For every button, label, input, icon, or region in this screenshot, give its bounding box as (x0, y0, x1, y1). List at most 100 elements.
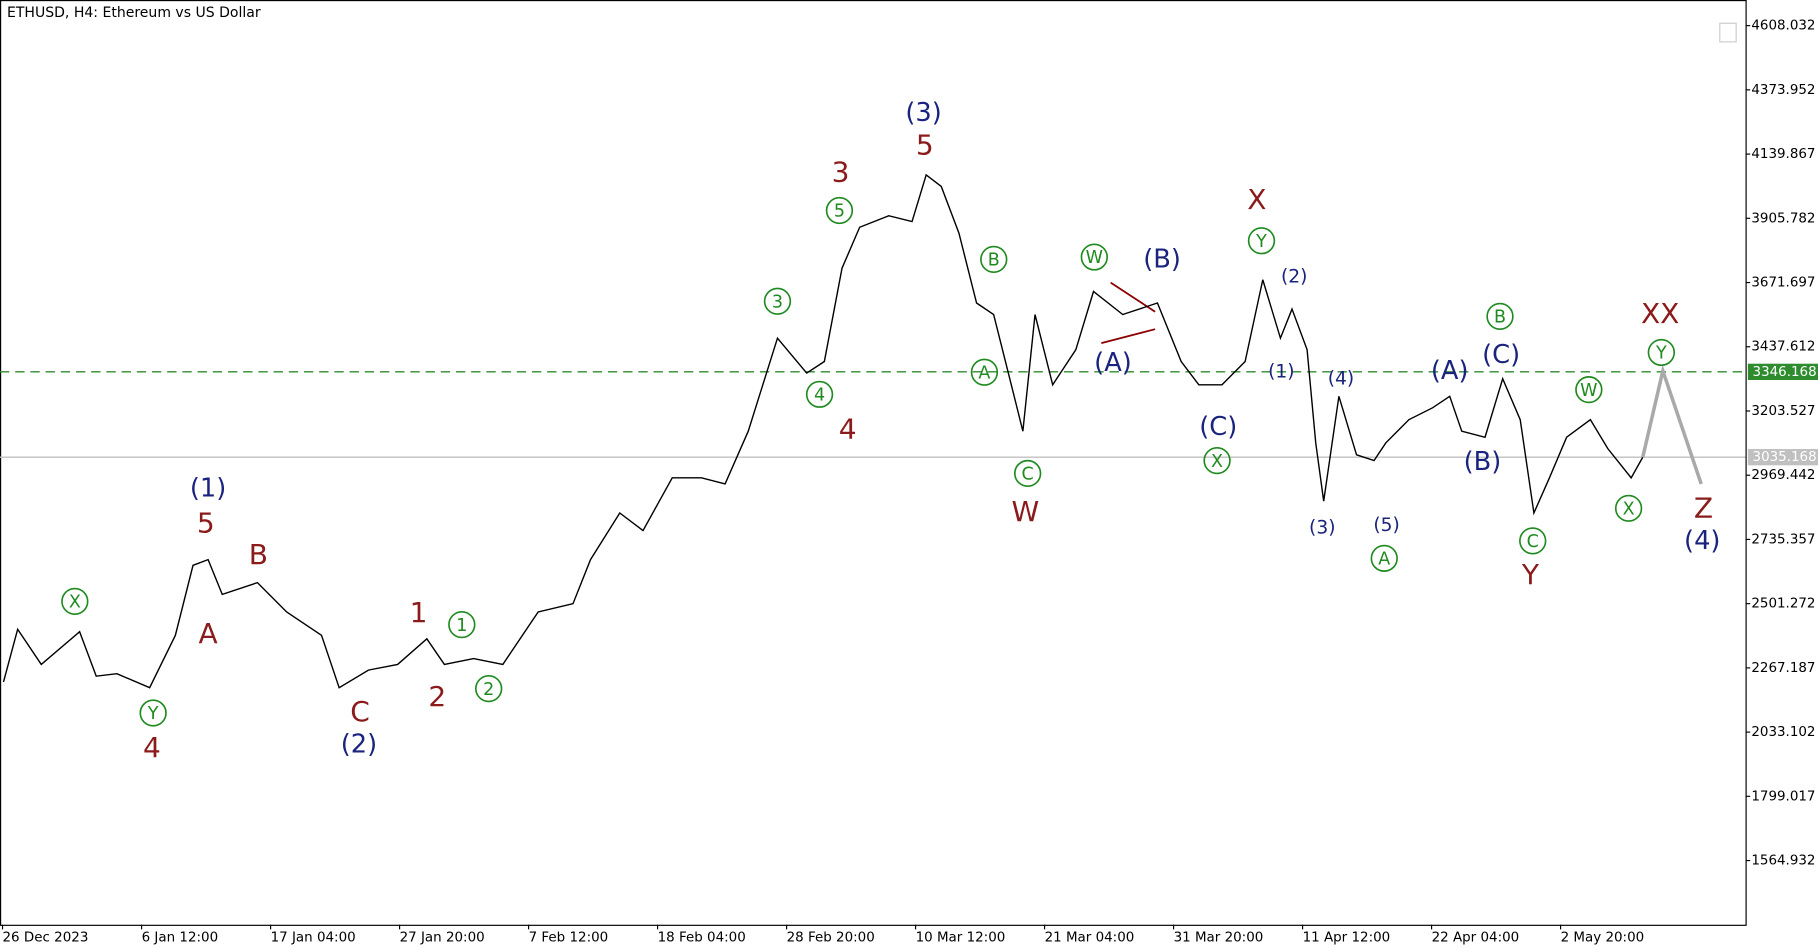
x-tick-label: 18 Feb 04:00 (658, 931, 746, 946)
y-tick-label: 1564.932 (1751, 854, 1815, 869)
wave-label: A (199, 617, 218, 650)
level-label: 3346.168 (1753, 365, 1817, 380)
y-tick-label: 4373.952 (1751, 83, 1815, 98)
wave-label: 2 (428, 680, 446, 713)
wave-circle (448, 611, 476, 639)
wave-label: (3) (905, 98, 941, 128)
wave-label: (A) (1431, 356, 1469, 386)
x-tick-label: 26 Dec 2023 (3, 931, 89, 946)
wave-label: 5 (834, 202, 845, 222)
level-label-box (1747, 449, 1818, 466)
wave-label: 3 (772, 292, 783, 312)
wave-circle (1080, 243, 1108, 271)
y-tick-label: 2501.272 (1751, 597, 1815, 612)
wave-circle (1247, 227, 1276, 255)
wave-label: X (1623, 500, 1635, 520)
wave-label: (2) (1281, 266, 1307, 287)
y-tick-label: 1799.017 (1751, 789, 1815, 804)
x-tick-label: 21 Mar 04:00 (1045, 931, 1135, 946)
wave-label: C (1527, 532, 1539, 552)
chart-button[interactable] (1719, 22, 1737, 43)
wave-circle (61, 587, 89, 615)
wave-label: (B) (1464, 447, 1502, 477)
x-tick-label: 11 Apr 12:00 (1303, 931, 1391, 946)
y-tick-label: 3203.527 (1751, 404, 1815, 419)
x-tick-label: 7 Feb 12:00 (529, 931, 609, 946)
y-tick-label: 2735.357 (1751, 532, 1815, 547)
wave-label: 4 (143, 731, 161, 764)
wave-label: Y (1521, 558, 1540, 591)
x-tick-label: 10 Mar 12:00 (916, 931, 1006, 946)
wave-circle (1519, 527, 1547, 555)
y-tick-label: 2969.442 (1751, 468, 1815, 483)
x-tick-label: 2 May 20:00 (1561, 931, 1645, 946)
wave-label: 1 (456, 616, 467, 636)
wave-label: (3) (1309, 518, 1335, 539)
y-tick-label: 3905.782 (1751, 211, 1815, 226)
wave-circle (1647, 338, 1676, 367)
wave-circle (805, 380, 834, 408)
wave-label: W (1086, 248, 1103, 268)
x-tick-label: 28 Feb 20:00 (787, 931, 875, 946)
wave-label: X (69, 593, 81, 613)
wave-label: B (988, 251, 1000, 271)
wave-label: (1) (1268, 362, 1294, 383)
wave-label: (B) (1143, 245, 1181, 275)
wave-label: Z (1694, 492, 1713, 525)
wave-label: C (1022, 465, 1034, 485)
wave-label: (4) (1328, 369, 1354, 390)
wave-circle (475, 674, 503, 703)
y-tick-label: 4608.032 (1751, 19, 1815, 34)
wave-label: XX (1641, 297, 1679, 330)
x-tick-label: 22 Apr 04:00 (1432, 931, 1520, 946)
wave-label: B (1494, 308, 1506, 328)
y-tick-label: 2033.102 (1751, 725, 1815, 740)
wave-label: (5) (1373, 515, 1399, 536)
wave-label: (C) (1482, 340, 1520, 370)
wave-circle (139, 699, 167, 727)
wave-label: W (1011, 495, 1039, 528)
y-tick-label: 2267.187 (1751, 661, 1815, 676)
wave-circle (980, 245, 1008, 274)
wave-circle (1203, 447, 1231, 475)
wave-label: B (249, 538, 268, 571)
x-tick-label: 31 Mar 20:00 (1174, 931, 1264, 946)
y-tick-label: 4139.867 (1751, 147, 1815, 162)
wave-label: 3 (832, 155, 850, 188)
level-label-box (1747, 363, 1818, 380)
wave-label: A (1378, 550, 1390, 570)
wave-label: W (1580, 381, 1597, 401)
wave-label: Y (1655, 344, 1667, 364)
wave-label: Y (147, 704, 159, 724)
price-line (2, 173, 1644, 689)
triangle-line (1101, 328, 1156, 344)
wave-circle (970, 358, 999, 386)
wave-label: 4 (839, 412, 857, 445)
wave-label: (1) (190, 474, 226, 504)
wave-label: 4 (814, 386, 825, 406)
wave-circle (1486, 302, 1514, 330)
wave-label: (4) (1684, 526, 1720, 556)
wave-label: X (1247, 183, 1266, 216)
wave-circle (825, 196, 854, 225)
wave-circle (1370, 544, 1398, 572)
y-tick-label: 3437.612 (1751, 340, 1815, 355)
x-tick-label: 6 Jan 12:00 (142, 931, 219, 946)
wave-label: 5 (916, 129, 934, 162)
wave-label: A (978, 363, 990, 383)
wave-label: X (1211, 452, 1223, 472)
x-tick-label: 17 Jan 04:00 (271, 931, 356, 946)
wave-circle (1013, 459, 1042, 488)
price-line (1641, 364, 1703, 485)
wave-label: Y (1255, 232, 1267, 252)
wave-label: 1 (410, 596, 428, 629)
x-tick-label: 27 Jan 20:00 (400, 931, 485, 946)
wave-label: (A) (1094, 348, 1132, 378)
wave-label: C (350, 695, 370, 728)
wave-circle (1575, 376, 1603, 404)
wave-circle (763, 287, 792, 315)
plot-frame (0, 0, 1747, 926)
wave-label: 5 (197, 507, 215, 540)
